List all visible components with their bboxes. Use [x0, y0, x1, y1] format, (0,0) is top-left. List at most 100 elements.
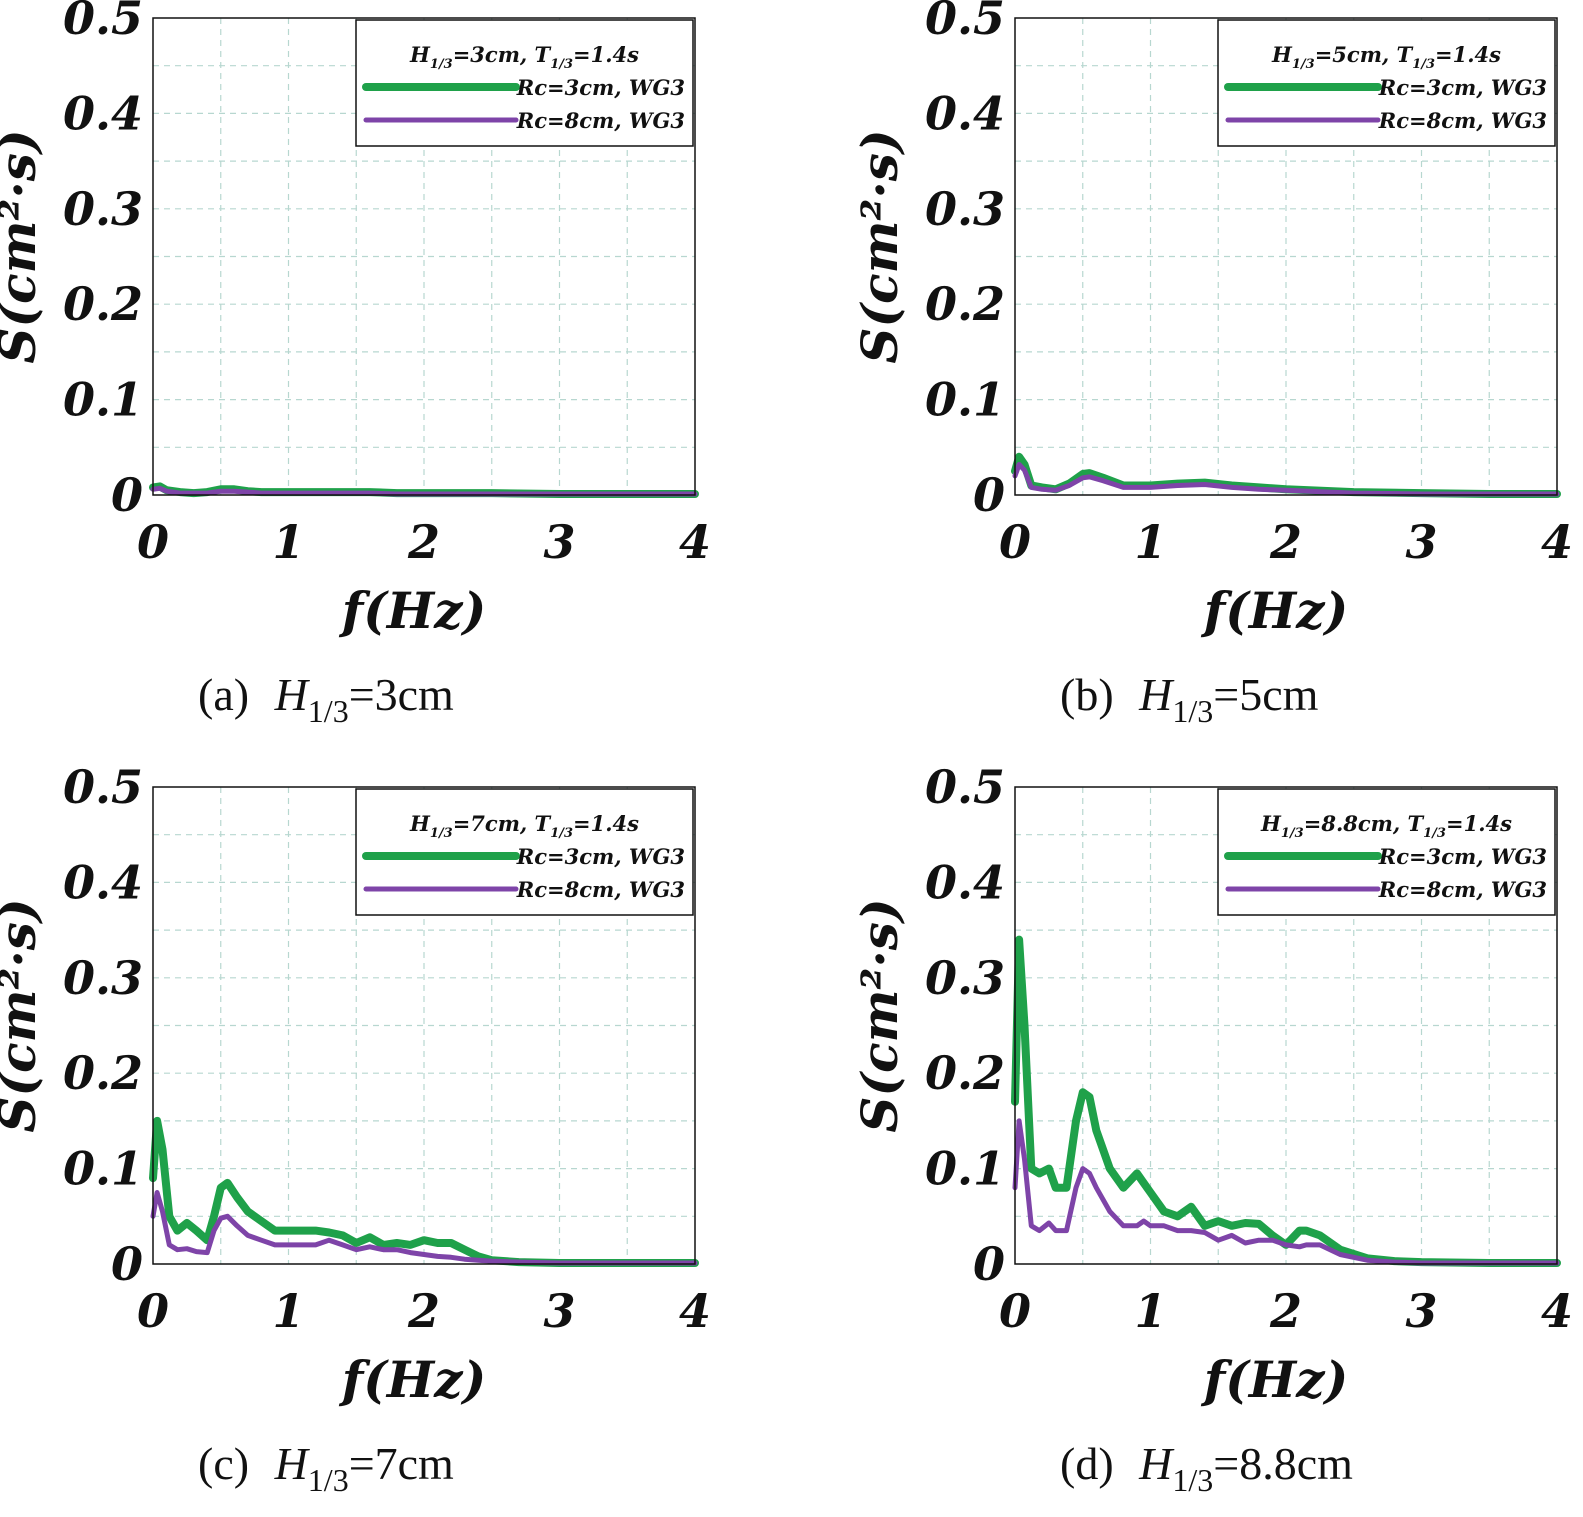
x-axis-title: f(Hz)	[1201, 581, 1348, 640]
caption-value: =3cm	[349, 669, 454, 720]
x-tick-label: 0	[999, 1284, 1031, 1338]
x-tick-label: 4	[679, 1284, 711, 1338]
y-tick-label: 0.1	[925, 373, 1005, 427]
legend-title-t: T	[535, 42, 552, 67]
y-tick-label: 0.5	[63, 0, 143, 45]
legend-title-t-val: =1.4s	[1435, 42, 1501, 67]
x-tick-label: 1	[272, 515, 304, 569]
series-line-rc8cm	[1012, 1118, 1560, 1266]
x-tick-label: 0	[999, 515, 1031, 569]
caption-subscript: 1/3	[1172, 1462, 1213, 1498]
y-axis-title: S(cm²·s)	[0, 898, 47, 1132]
y-tick-label: 0.1	[63, 1142, 143, 1196]
plot-frame	[152, 786, 696, 1265]
legend-label: Rc=3cm, WG3	[516, 75, 685, 100]
x-axis-title: f(Hz)	[339, 1350, 486, 1409]
caption-prefix: (a)	[198, 669, 261, 720]
y-axis-title: S(cm²·s)	[850, 129, 909, 363]
legend-title-h-sub: 1/3	[1292, 57, 1315, 72]
x-tick-label: 0	[137, 1284, 169, 1338]
y-tick-label: 0.4	[925, 855, 1005, 909]
x-tick-label: 4	[679, 515, 711, 569]
y-tick-label: 0.5	[63, 760, 143, 814]
caption-subscript: 1/3	[308, 1462, 349, 1498]
legend-title-h-sub: 1/3	[430, 826, 453, 841]
chart-panel-a: 00.10.20.30.40.50 1 2 3 4f(Hz)S(cm²·s)H1/3=3…	[0, 0, 711, 729]
panel-caption: (a) H1/3=3cm	[198, 669, 454, 729]
y-tick-label: 0.4	[63, 855, 143, 909]
x-tick-label: 4	[1541, 1284, 1573, 1338]
caption-variable: H	[1138, 1438, 1175, 1489]
y-tick-label: 0.4	[925, 86, 1005, 140]
legend-title-t-sub: 1/3	[550, 57, 573, 72]
caption-variable: H	[1138, 669, 1175, 720]
y-tick-label: 0.2	[925, 1046, 1005, 1100]
legend-title-t-sub: 1/3	[1423, 826, 1446, 841]
legend-title-t-val: =1.4s	[573, 42, 639, 67]
legend-label: Rc=8cm, WG3	[1378, 877, 1547, 902]
plot-frame	[1014, 17, 1558, 496]
y-tick-label: 0.3	[925, 182, 1005, 236]
y-tick-label: 0.2	[925, 277, 1005, 331]
x-tick-label: 1	[1134, 1284, 1166, 1338]
legend-title-h-val: =3cm,	[453, 42, 535, 67]
caption-value: =7cm	[349, 1438, 454, 1489]
legend-title-h-val: =7cm,	[453, 811, 535, 836]
x-tick-label: 2	[407, 515, 440, 569]
y-axis-title: S(cm²·s)	[850, 898, 909, 1132]
y-tick-label: 0	[111, 468, 143, 522]
x-tick-label: 1	[1134, 515, 1166, 569]
plot-frame	[152, 17, 696, 496]
legend-label: Rc=8cm, WG3	[516, 877, 685, 902]
legend-title-h: H	[409, 42, 431, 67]
series-line-rc3cm	[1011, 935, 1561, 1267]
y-axis-title: S(cm²·s)	[0, 129, 47, 363]
legend-title-t: T	[1397, 42, 1414, 67]
legend-title: H1/3=7cm, T1/3=1.4s	[409, 811, 639, 841]
legend-title-h-val: =8.8cm,	[1304, 811, 1408, 836]
legend-title-t-val: =1.4s	[573, 811, 639, 836]
x-tick-label: 2	[1269, 515, 1302, 569]
x-tick-label: 3	[1405, 1284, 1437, 1338]
chart-panel-c: 00.10.20.30.40.50 1 2 3 4f(Hz)S(cm²·s)H1/3=7…	[0, 760, 711, 1498]
legend-title-h-sub: 1/3	[430, 57, 453, 72]
legend-label: Rc=3cm, WG3	[1378, 844, 1547, 869]
y-tick-label: 0.5	[925, 0, 1005, 45]
panel-caption: (b) H1/3=5cm	[1060, 669, 1319, 729]
chart-panel-b: 00.10.20.30.40.50 1 2 3 4f(Hz)S(cm²·s)H1/3=5…	[850, 0, 1573, 729]
y-tick-label: 0.3	[63, 951, 143, 1005]
y-tick-label: 0	[111, 1237, 143, 1291]
y-tick-label: 0.1	[925, 1142, 1005, 1196]
caption-value: =8.8cm	[1213, 1438, 1353, 1489]
y-tick-label: 0	[973, 1237, 1005, 1291]
legend-title-t: T	[535, 811, 552, 836]
x-tick-label: 2	[1269, 1284, 1302, 1338]
x-tick-label: 1	[272, 1284, 304, 1338]
x-tick-label: 3	[543, 1284, 575, 1338]
caption-subscript: 1/3	[308, 693, 349, 729]
y-tick-label: 0	[973, 468, 1005, 522]
y-tick-label: 0.3	[925, 951, 1005, 1005]
legend-label: Rc=3cm, WG3	[516, 844, 685, 869]
legend-title-t-val: =1.4s	[1446, 811, 1512, 836]
legend-title: H1/3=8.8cm, T1/3=1.4s	[1260, 811, 1512, 841]
legend-label: Rc=8cm, WG3	[1378, 108, 1547, 133]
caption-value: =5cm	[1213, 669, 1318, 720]
x-tick-label: 3	[543, 515, 575, 569]
y-tick-label: 0.3	[63, 182, 143, 236]
legend-label: Rc=8cm, WG3	[516, 108, 685, 133]
series-line-rc8cm	[150, 1190, 698, 1266]
caption-subscript: 1/3	[1172, 693, 1213, 729]
x-axis-title: f(Hz)	[339, 581, 486, 640]
legend-title: H1/3=3cm, T1/3=1.4s	[409, 42, 639, 72]
caption-prefix: (b)	[1060, 669, 1125, 720]
legend-title-h-val: =5cm,	[1315, 42, 1397, 67]
x-tick-label: 4	[1541, 515, 1573, 569]
legend-title-h: H	[409, 811, 431, 836]
caption-prefix: (c)	[198, 1438, 261, 1489]
x-tick-label: 3	[1405, 515, 1437, 569]
legend-title-t-sub: 1/3	[1412, 57, 1435, 72]
panel-caption: (c) H1/3=7cm	[198, 1438, 454, 1498]
y-tick-label: 0.1	[63, 373, 143, 427]
